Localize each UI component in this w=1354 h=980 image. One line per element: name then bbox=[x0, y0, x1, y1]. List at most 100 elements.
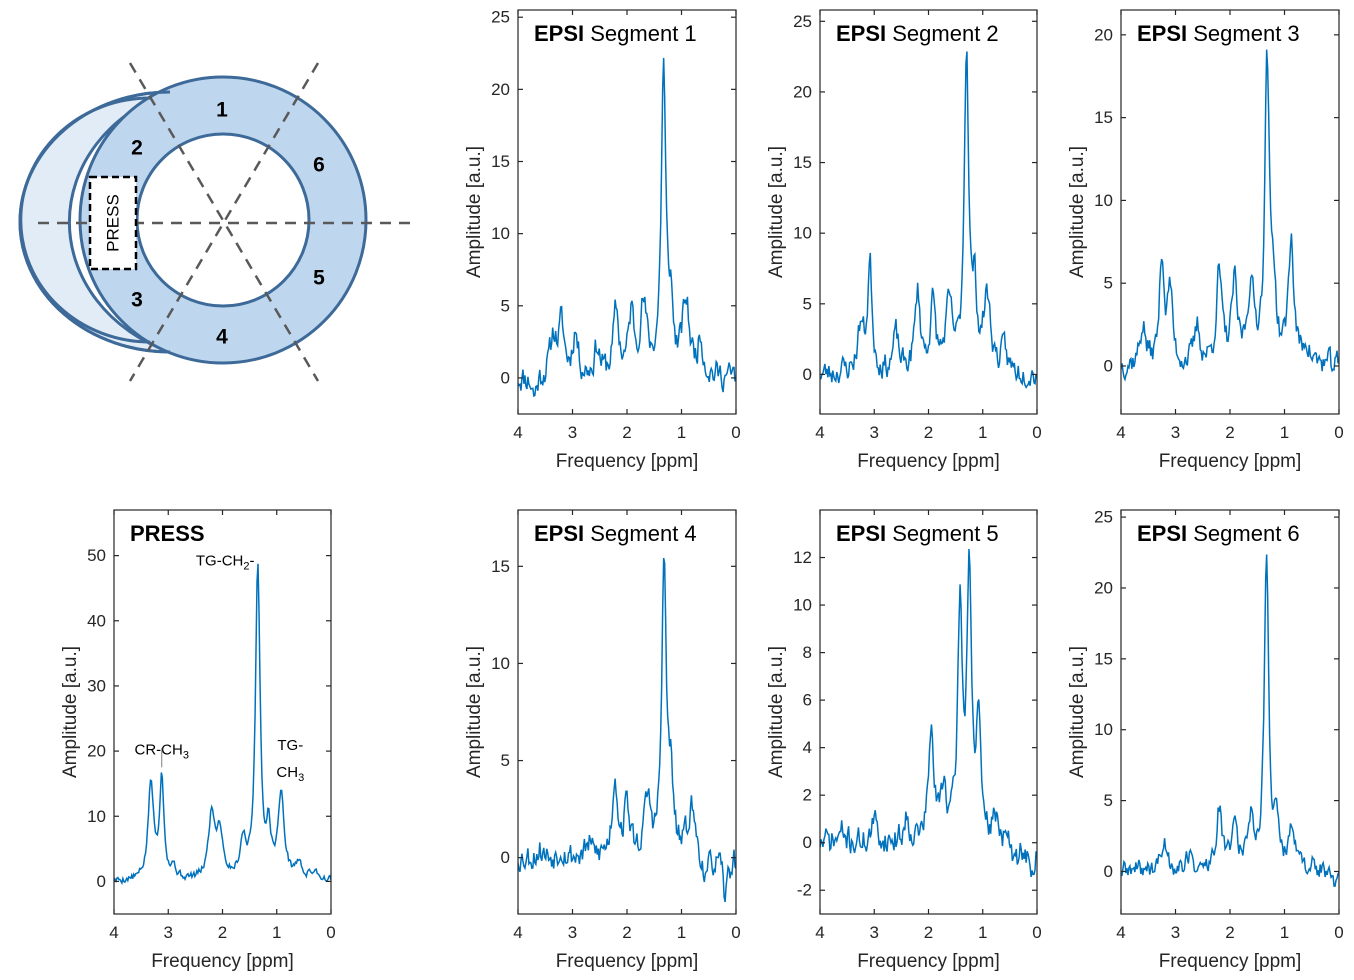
series-line-seg1 bbox=[518, 57, 736, 398]
y-tick-label: 0 bbox=[803, 833, 812, 852]
series-line-seg6 bbox=[1121, 554, 1339, 887]
y-tick-label: 6 bbox=[803, 691, 812, 710]
x-tick-label: 1 bbox=[1280, 923, 1289, 942]
x-tick-label: 2 bbox=[924, 423, 933, 442]
axes-box bbox=[517, 509, 737, 915]
peak-annotation: TG-CH2- bbox=[196, 552, 255, 572]
segment-divider-diagonal-2 bbox=[128, 62, 320, 382]
y-tick-label: 10 bbox=[491, 224, 510, 243]
panel-title: EPSI Segment 3 bbox=[1137, 21, 1300, 46]
y-tick-label: 15 bbox=[491, 557, 510, 576]
y-axis-title: Amplitude [a.u.] bbox=[60, 646, 81, 778]
x-tick-label: 0 bbox=[1334, 923, 1343, 942]
y-tick-label: 25 bbox=[491, 8, 510, 27]
y-axis-title: Amplitude [a.u.] bbox=[1067, 646, 1088, 778]
series-line-seg3 bbox=[1121, 49, 1339, 382]
segment-divider-diagonal-1 bbox=[128, 62, 320, 382]
x-tick-label: 1 bbox=[978, 423, 987, 442]
x-tick-label: 2 bbox=[1225, 423, 1234, 442]
y-tick-label: 20 bbox=[491, 80, 510, 99]
panel-title: EPSI Segment 4 bbox=[534, 521, 697, 546]
x-axis-title: Frequency [ppm] bbox=[556, 951, 699, 972]
x-axis-title: Frequency [ppm] bbox=[857, 451, 1000, 472]
x-tick-label: 4 bbox=[815, 923, 824, 942]
x-tick-label: 0 bbox=[731, 923, 740, 942]
y-axis-title: Amplitude [a.u.] bbox=[464, 646, 485, 778]
press-voxel-label: PRESS bbox=[104, 194, 123, 252]
y-tick-label: 10 bbox=[793, 596, 812, 615]
x-tick-label: 0 bbox=[326, 923, 335, 942]
y-tick-label: 0 bbox=[1104, 356, 1113, 375]
y-tick-label: 10 bbox=[491, 654, 510, 673]
peak-annotation: CH3 bbox=[276, 764, 304, 784]
segment-label-2: 2 bbox=[131, 137, 143, 160]
x-tick-label: 4 bbox=[513, 423, 522, 442]
y-tick-label: 5 bbox=[803, 294, 812, 313]
x-axis-title: Frequency [ppm] bbox=[151, 951, 294, 972]
y-tick-label: 30 bbox=[87, 676, 106, 695]
x-tick-label: 2 bbox=[1225, 923, 1234, 942]
heart-segment-diagram: PRESS 1 2 3 4 5 6 bbox=[18, 62, 410, 382]
axes-box bbox=[517, 9, 737, 415]
y-tick-label: 25 bbox=[793, 12, 812, 31]
y-axis-title: Amplitude [a.u.] bbox=[766, 146, 787, 278]
y-tick-label: 25 bbox=[1094, 508, 1113, 527]
series-line-seg5 bbox=[820, 549, 1037, 878]
y-tick-label: 12 bbox=[793, 548, 812, 567]
x-tick-label: 3 bbox=[568, 423, 577, 442]
x-tick-label: 2 bbox=[218, 923, 227, 942]
y-tick-label: 0 bbox=[501, 368, 510, 387]
segment-label-6: 6 bbox=[313, 154, 325, 177]
right-ventricle-inner-outline bbox=[19, 96, 151, 344]
series-line-seg2 bbox=[820, 51, 1037, 389]
x-tick-label: 4 bbox=[1116, 423, 1125, 442]
y-tick-label: 5 bbox=[501, 751, 510, 770]
panel-title: EPSI Segment 2 bbox=[836, 21, 999, 46]
y-axis-title: Amplitude [a.u.] bbox=[464, 146, 485, 278]
x-tick-label: 1 bbox=[677, 423, 686, 442]
peak-annotation: TG- bbox=[277, 737, 303, 754]
y-tick-label: 8 bbox=[803, 643, 812, 662]
axes-box bbox=[819, 509, 1038, 915]
y-tick-label: 20 bbox=[1094, 578, 1113, 597]
x-axis-title: Frequency [ppm] bbox=[556, 451, 699, 472]
segment-label-4: 4 bbox=[216, 326, 228, 349]
y-tick-label: 5 bbox=[1104, 274, 1113, 293]
y-tick-label: 50 bbox=[87, 546, 106, 565]
x-tick-label: 4 bbox=[815, 423, 824, 442]
series-line-seg4 bbox=[518, 557, 736, 903]
x-tick-label: 3 bbox=[870, 423, 879, 442]
panel-title: EPSI Segment 1 bbox=[534, 21, 697, 46]
segment-label-3: 3 bbox=[131, 289, 143, 312]
y-tick-label: 20 bbox=[793, 82, 812, 101]
x-tick-label: 1 bbox=[677, 923, 686, 942]
x-tick-label: 3 bbox=[568, 923, 577, 942]
y-tick-label: -2 bbox=[797, 881, 812, 900]
y-axis-title: Amplitude [a.u.] bbox=[766, 646, 787, 778]
y-tick-label: 2 bbox=[803, 786, 812, 805]
y-tick-label: 5 bbox=[1104, 791, 1113, 810]
y-tick-label: 10 bbox=[87, 807, 106, 826]
panel-title: EPSI Segment 6 bbox=[1137, 521, 1300, 546]
y-tick-label: 15 bbox=[491, 152, 510, 171]
y-tick-label: 4 bbox=[803, 738, 812, 757]
segment-label-5: 5 bbox=[313, 267, 325, 290]
y-tick-label: 20 bbox=[1094, 25, 1113, 44]
y-tick-label: 5 bbox=[501, 296, 510, 315]
x-tick-label: 2 bbox=[622, 423, 631, 442]
x-tick-label: 3 bbox=[1171, 423, 1180, 442]
panel-title: PRESS bbox=[130, 521, 205, 546]
axes-box bbox=[113, 509, 332, 915]
y-axis-title: Amplitude [a.u.] bbox=[1067, 146, 1088, 278]
x-tick-label: 1 bbox=[1280, 423, 1289, 442]
y-tick-label: 15 bbox=[793, 153, 812, 172]
x-tick-label: 0 bbox=[1334, 423, 1343, 442]
y-tick-label: 10 bbox=[1094, 191, 1113, 210]
x-tick-label: 4 bbox=[513, 923, 522, 942]
